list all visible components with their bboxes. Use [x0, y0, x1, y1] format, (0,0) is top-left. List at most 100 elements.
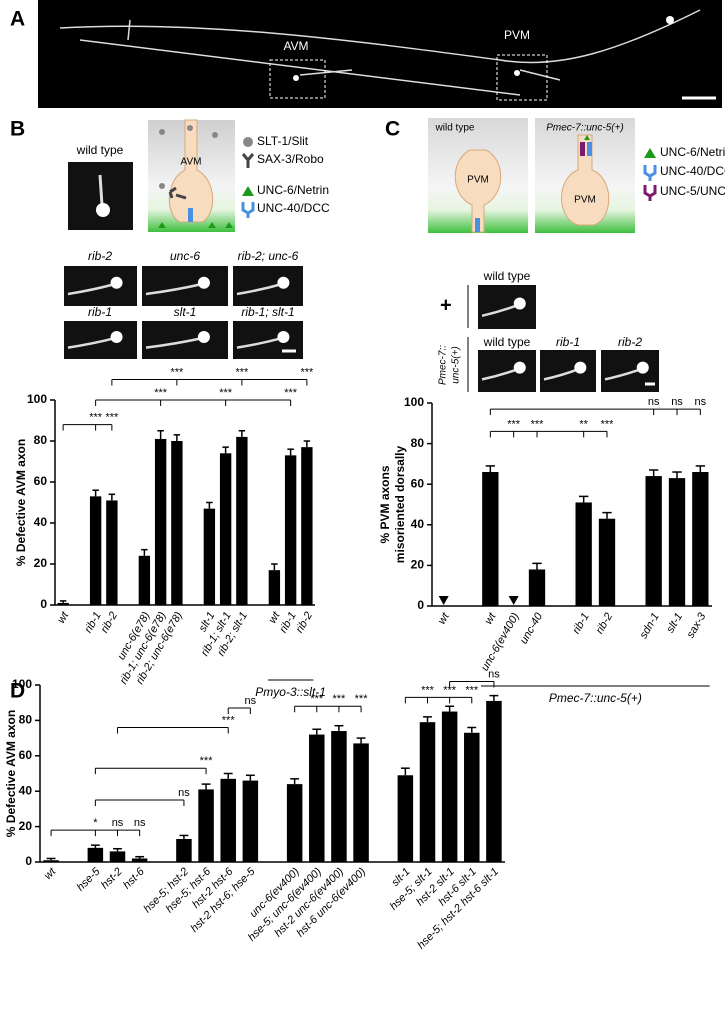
micrograph [540, 350, 596, 392]
panel-label: D [10, 680, 25, 703]
image-label: rib-1 [88, 305, 112, 319]
y-tick-label: 60 [34, 474, 48, 488]
y-tick-label: 80 [34, 433, 48, 447]
significance-label: *** [235, 366, 249, 378]
group-label: Pmyo-3::slt-1 [255, 685, 326, 699]
panel-label: A [10, 8, 25, 31]
cell-body [514, 70, 520, 76]
bar [242, 780, 259, 862]
cell-body [110, 276, 123, 289]
bar [43, 860, 59, 862]
significance-label: *** [507, 418, 521, 430]
bar [109, 851, 126, 862]
cell-body [197, 330, 210, 343]
significance-label: ** [579, 418, 588, 430]
y-tick-label: 60 [19, 748, 33, 762]
significance-label: *** [601, 418, 615, 430]
y-tick-label: 80 [19, 713, 33, 727]
y-tick-label: 20 [411, 558, 425, 572]
micrograph [142, 266, 228, 306]
region-label: AVM [283, 39, 308, 53]
bar [598, 518, 616, 606]
plus: + [440, 294, 452, 316]
y-tick-label: 100 [404, 395, 424, 409]
significance-label: ns [648, 396, 660, 408]
cell-body [666, 16, 674, 24]
netrin [584, 135, 590, 140]
y-tick-label: 40 [34, 515, 48, 529]
significance-label: ns [488, 668, 500, 680]
image-label: unc-6 [170, 249, 200, 263]
x-tick-label: wt [42, 865, 59, 882]
micrograph [64, 266, 137, 306]
significance-label: *** [89, 412, 103, 424]
x-tick-label: rib-2 [594, 611, 615, 636]
cell [454, 149, 502, 233]
image-label: rib-2 [88, 249, 112, 263]
cell-body [277, 276, 290, 289]
region-label: PVM [504, 28, 530, 42]
y-axis-label: misoriented dorsally [393, 445, 407, 563]
significance-label: *** [310, 693, 324, 705]
slit [212, 132, 218, 138]
bar [176, 838, 192, 862]
legend-symbol [241, 153, 255, 168]
legend-label: UNC-40/DCC [257, 201, 330, 215]
y-axis-label: % Defective AVM axon [14, 439, 28, 566]
cell-body [513, 361, 526, 374]
significance-label: *** [219, 387, 233, 399]
micrograph [233, 321, 303, 359]
legend-label: UNC-6/Netrin [257, 183, 329, 197]
netrin [158, 222, 233, 228]
bar [575, 502, 592, 606]
x-tick-label: rib-2 [294, 610, 315, 635]
significance-label: *** [465, 684, 479, 696]
bar [219, 453, 232, 605]
bar [692, 472, 709, 606]
y-tick-label: 0 [40, 597, 47, 611]
cell-body [197, 276, 210, 289]
bar [154, 438, 167, 605]
slit [159, 183, 165, 189]
unc5 [580, 142, 585, 156]
image-label: slt-1 [174, 305, 197, 319]
image-label: wild type [483, 335, 531, 349]
bar [441, 711, 458, 862]
bar [138, 555, 151, 605]
bar [236, 436, 248, 605]
cell-body [96, 203, 110, 217]
y-axis-label: % Defective AVM axon [4, 710, 18, 837]
group-label: Pmec-7::unc-5(+) [549, 691, 642, 705]
y-tick-label: 40 [19, 783, 33, 797]
significance-label: *** [333, 693, 347, 705]
bar [482, 472, 499, 606]
significance-label: ns [134, 817, 146, 829]
legend-symbol [643, 185, 657, 201]
y-tick-label: 100 [12, 677, 32, 691]
bar [309, 734, 325, 862]
bar [353, 743, 369, 862]
bar [220, 778, 236, 862]
row-label: unc-5(+) [451, 346, 462, 384]
bar [419, 722, 436, 862]
significance-label: *** [154, 387, 168, 399]
y-tick-label: 100 [27, 392, 47, 406]
cell-body [513, 297, 526, 310]
micrograph [233, 266, 303, 306]
legend-label: SAX-3/Robo [257, 152, 324, 166]
x-tick-label: hst-6 [121, 865, 147, 891]
significance-label: *** [200, 755, 214, 767]
bar [131, 858, 148, 862]
slit [187, 125, 193, 131]
significance-label: *** [284, 387, 298, 399]
schematic-title: Pmec-7::unc-5(+) [546, 123, 624, 134]
x-tick-label: rib-1 [570, 611, 591, 636]
micrograph [478, 350, 536, 392]
y-axis-label: % PVM axons [378, 465, 392, 543]
panel-c: C wild type Pmec-7::unc-5(+) PVM PVM UNC… [385, 118, 725, 392]
bar [284, 455, 297, 605]
y-tick-label: 60 [411, 476, 425, 490]
significance-label: *** [300, 366, 314, 378]
micrograph [601, 350, 659, 392]
